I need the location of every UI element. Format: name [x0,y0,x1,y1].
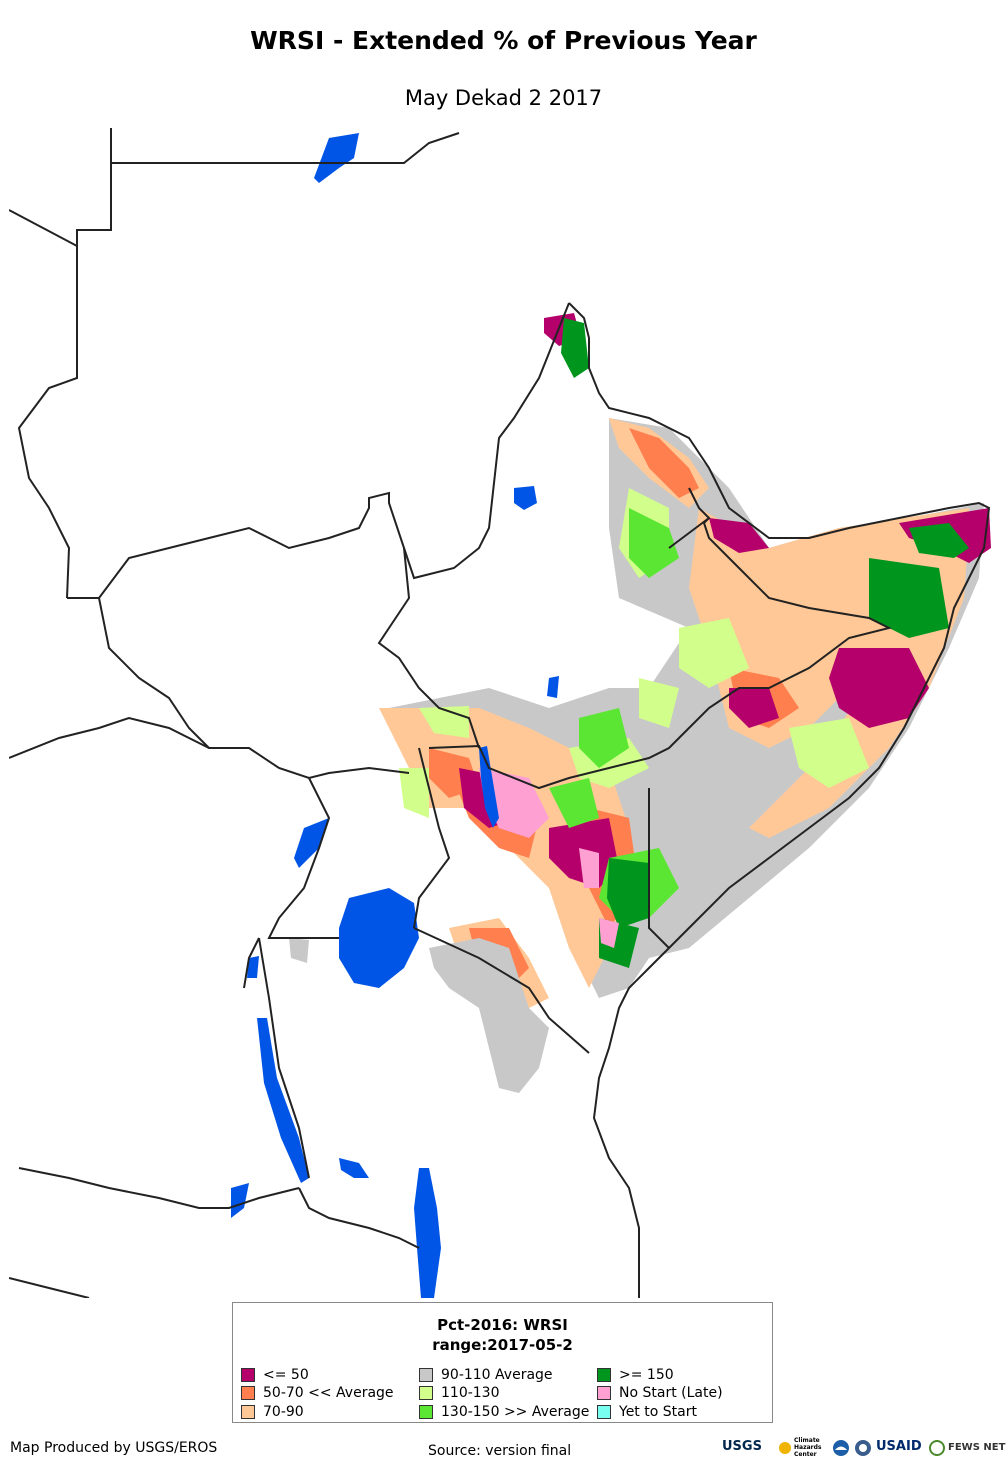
lake-rukwa [339,1158,369,1178]
fewsnet-globe-icon [929,1440,945,1456]
source-note: Source: version final [428,1443,572,1459]
produced-by-credit: Map Produced by USGS/EROS [10,1440,218,1456]
lake-turkana [479,746,499,828]
legend-label: >= 150 [619,1367,674,1383]
legend-swatch [241,1386,255,1400]
lake-nasser [314,133,359,183]
chc-logo: Climate Hazards Center [794,1437,822,1458]
legend-swatch [241,1405,255,1419]
map-legend: Pct-2016: WRSI range:2017-05-2 <= 50 50-… [232,1302,773,1423]
legend-label: 90-110 Average [441,1367,553,1383]
map-subtitle: May Dekad 2 2017 [404,86,603,110]
lake-kivu [247,956,259,978]
lake-tana [514,486,537,510]
legend-title-line2: range:2017-05-2 [432,1336,573,1354]
legend-label: Yet to Start [619,1404,697,1420]
noaa-logo-icon [833,1440,849,1456]
lake-mweru [231,1183,249,1218]
legend-swatch [419,1386,433,1400]
legend-swatch [597,1405,611,1419]
legend-swatch [597,1368,611,1382]
usaid-logo: USAID [876,1439,922,1454]
legend-swatch [419,1368,433,1382]
wrsi-map [9,128,999,1298]
country-borders [9,128,991,1298]
legend-swatch [597,1386,611,1400]
legend-label: 110-130 [441,1385,500,1401]
map-title: WRSI - Extended % of Previous Year [250,26,757,55]
agency-logos: USGS Climate Hazards Center USAID FEWS N… [722,1437,1005,1461]
legend-title-line1: Pct-2016: WRSI [437,1316,568,1334]
usgs-logo: USGS [722,1439,762,1454]
legend-label: 130-150 >> Average [441,1404,590,1420]
lake-malawi [414,1168,441,1298]
lake-albert [294,818,329,868]
fewsnet-logo: FEWS NET [948,1442,1006,1453]
legend-swatch [419,1405,433,1419]
lake-abaya [547,676,559,698]
legend-label: No Start (Late) [619,1385,723,1401]
legend-label: 50-70 << Average [263,1385,394,1401]
legend-label: <= 50 [263,1367,309,1383]
lake-victoria [339,888,419,988]
lake-tanganyika [257,1018,309,1183]
water-bodies [231,133,559,1298]
legend-swatch [241,1368,255,1382]
dos-seal-icon [855,1440,871,1456]
chc-drop-icon [779,1442,791,1454]
legend-label: 70-90 [263,1404,304,1420]
